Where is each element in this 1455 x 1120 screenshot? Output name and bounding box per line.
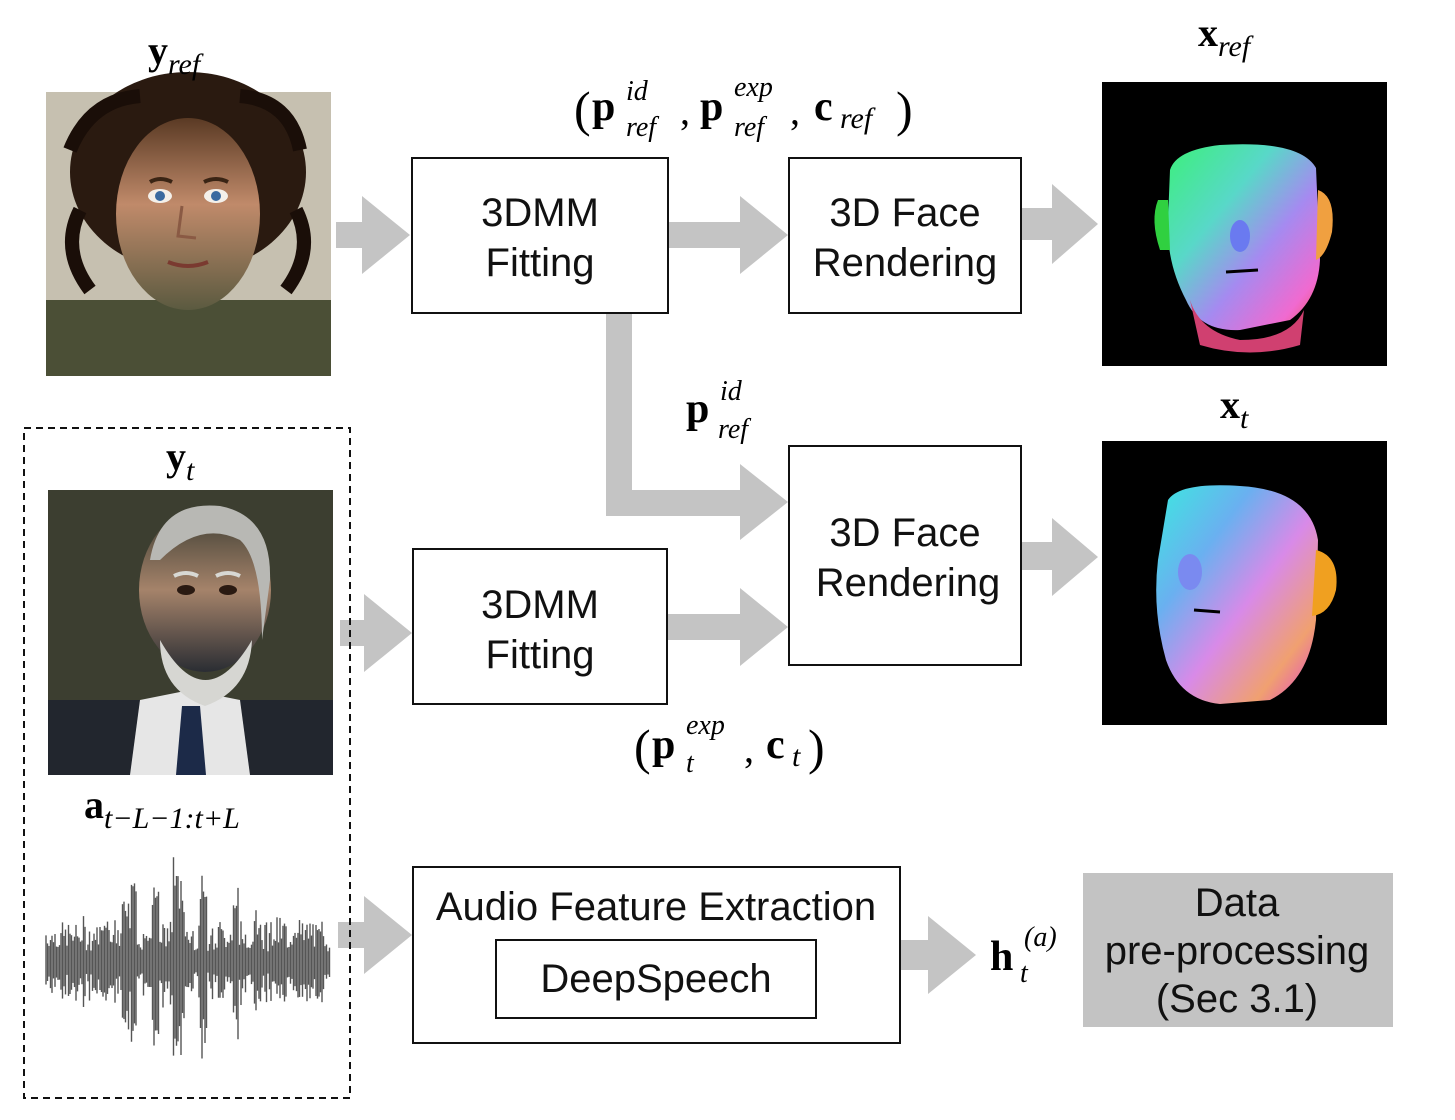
label-h: h (a) t [990,922,1057,989]
svg-text:,: , [790,88,800,133]
arrow-audio-to-extract [338,896,412,974]
audio-title: Audio Feature Extraction [436,885,876,929]
target-input-group [23,427,351,1099]
fit-ref-box: 3DMM Fitting [411,157,669,314]
svg-text:ref: ref [840,102,876,135]
svg-text:(: ( [634,719,651,775]
svg-text:p: p [686,386,709,432]
svg-text:,: , [744,726,754,771]
arrow-pid-elbow [606,313,788,540]
svg-text:t: t [686,748,695,779]
target-face-photo [48,490,333,775]
rendered-face-ref [1102,82,1387,366]
arrow-render-to-xref [1022,184,1098,264]
svg-text:(a): (a) [1024,922,1057,953]
svg-text:ref: ref [718,414,751,445]
label-x-ref: xref [1198,10,1254,63]
arrow-fit-to-render-ref [668,196,788,274]
preproc-box: Data pre-processing (Sec 3.1) [1083,873,1393,1027]
svg-text:exp: exp [686,710,725,741]
label-audio-a: at−L−1:t+L [84,782,240,835]
preproc-line2: pre-processing [1105,929,1370,973]
rendered-face-t [1102,441,1387,725]
deepspeech-label: DeepSpeech [540,957,771,1001]
svg-text:yref: yref [148,28,204,81]
arrow-yt-to-fit [340,594,412,672]
render-t-line1: 3D Face [829,511,980,555]
preproc-line1: Data [1195,881,1280,925]
svg-text:ref: ref [626,112,659,143]
svg-text:): ) [808,719,825,775]
svg-text:id: id [720,376,743,407]
svg-text:t: t [792,740,801,773]
label-y-ref: yref [148,28,204,81]
render-ref-line2: Rendering [813,241,998,285]
svg-text:id: id [626,76,649,107]
arrow-yref-to-fit [336,196,410,274]
svg-text:c: c [766,722,785,768]
fit-ref-line1: 3DMM [481,191,599,235]
fit-t-line2: Fitting [486,633,595,677]
svg-text:ref: ref [734,112,767,143]
label-params-ref: ( p id ref , p exp ref , c ref ) [574,72,913,143]
svg-text:p: p [652,722,675,768]
audio-box: Audio Feature Extraction DeepSpeech [412,866,901,1044]
label-x-t: xt [1220,382,1249,435]
svg-text:exp: exp [734,72,773,103]
svg-text:): ) [896,81,913,137]
label-y-t: yt [166,434,195,487]
label-params-t: ( p exp t , c t ) [634,710,825,779]
svg-text:(: ( [574,81,591,137]
render-t-line2: Rendering [816,561,1001,605]
svg-text:xt: xt [1220,382,1249,435]
arrow-extract-to-h [900,916,976,994]
arrows [336,184,1098,994]
fit-ref-line2: Fitting [486,241,595,285]
render-t-box: 3D Face Rendering [788,445,1022,666]
svg-text:p: p [592,84,615,130]
audio-waveform [45,857,331,1059]
svg-text:h: h [990,934,1013,980]
svg-text:c: c [814,84,833,130]
svg-text:,: , [680,88,690,133]
deepspeech-box [495,939,817,1019]
arrow-render-to-xt [1022,518,1098,596]
reference-face-photo [46,72,331,376]
fit-t-box: 3DMM Fitting [412,548,668,705]
label-p-id: p id ref [686,376,751,445]
svg-text:at−L−1:t+L: at−L−1:t+L [84,782,240,835]
svg-text:t: t [1020,958,1029,989]
render-ref-box: 3D Face Rendering [788,157,1022,314]
preproc-line3: (Sec 3.1) [1156,977,1318,1021]
arrow-fit-to-render-t [668,588,788,666]
svg-text:p: p [700,84,723,130]
fit-t-line1: 3DMM [481,583,599,627]
svg-text:yt: yt [166,434,195,487]
svg-text:xref: xref [1198,10,1254,63]
render-ref-line1: 3D Face [829,191,980,235]
